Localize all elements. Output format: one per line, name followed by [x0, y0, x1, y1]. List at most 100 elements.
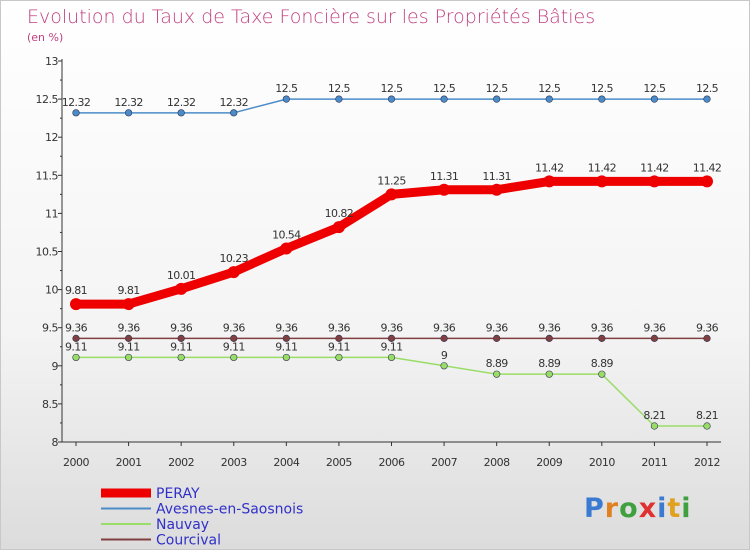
data-point [387, 334, 396, 342]
x-tick-label: 2000 [63, 456, 89, 469]
x-tick-label: 2010 [589, 456, 615, 469]
data-label: 11.42 [535, 161, 564, 174]
data-point [387, 95, 396, 103]
data-label: 8.21 [696, 409, 718, 422]
y-tick-label: 12.5 [36, 93, 59, 106]
data-label: 12.5 [538, 82, 561, 95]
logo-letter: i [681, 493, 691, 524]
x-tick-label: 2002 [168, 456, 194, 469]
data-point [230, 334, 238, 342]
x-tick-label: 2004 [273, 456, 299, 469]
data-point [230, 353, 238, 362]
y-tick-label: 10.5 [36, 246, 59, 259]
x-tick-label: 2008 [484, 456, 510, 469]
data-point [598, 334, 606, 342]
data-point [438, 183, 451, 196]
data-point [440, 362, 448, 370]
data-point [650, 95, 659, 103]
data-point [72, 334, 80, 342]
data-point [122, 298, 135, 311]
data-label: 9.36 [65, 321, 88, 334]
data-label: 9.11 [275, 340, 297, 353]
data-point [175, 282, 188, 295]
data-label: 9.36 [538, 321, 561, 334]
data-label: 9.11 [65, 340, 87, 353]
data-label: 11.31 [482, 170, 511, 183]
data-label: 12.5 [486, 82, 509, 95]
data-label: 12.32 [114, 96, 143, 109]
data-label: 11.31 [430, 170, 459, 183]
data-label: 9.81 [118, 284, 140, 297]
data-label: 12.5 [591, 82, 614, 95]
data-point [598, 95, 606, 103]
y-tick-label: 13 [45, 55, 58, 68]
x-tick-label: 2009 [536, 456, 562, 469]
data-label: 9 [441, 349, 448, 362]
data-point [493, 370, 501, 378]
data-label: 9.11 [328, 340, 350, 353]
data-point [440, 95, 448, 103]
data-label: 11.42 [693, 161, 722, 174]
logo-letter: x [639, 493, 657, 524]
x-tick-label: 2003 [221, 456, 247, 469]
data-point [335, 353, 343, 362]
x-tick-label: 2011 [641, 456, 667, 469]
logo-letter: o [619, 493, 639, 524]
data-point [490, 183, 503, 196]
data-point [648, 175, 661, 188]
data-label: 10.54 [272, 228, 301, 241]
data-point [385, 188, 398, 201]
data-label: 8.89 [486, 357, 509, 370]
y-tick-label: 8 [52, 436, 59, 449]
data-point [72, 353, 80, 362]
axes [61, 59, 721, 443]
data-point [493, 95, 501, 103]
y-tick-label: 9 [52, 360, 59, 373]
legend-label: Courcival [156, 533, 221, 549]
x-tick-label: 2006 [379, 456, 405, 469]
data-point [124, 353, 133, 362]
y-tick-label: 11.5 [36, 169, 59, 182]
y-tick-label: 8.5 [42, 398, 58, 411]
data-point [282, 95, 290, 103]
data-point [230, 109, 238, 117]
y-axis-unit: (en %) [27, 31, 63, 44]
y-tick-label: 12 [45, 131, 58, 144]
data-label: 9.36 [696, 321, 719, 334]
legend-label: Nauvay [156, 517, 209, 533]
logo-text: Proxiti [584, 493, 692, 524]
data-label: 12.32 [220, 96, 249, 109]
y-ticks: 8 8.5 9 9.5 10 10.5 11 11.5 12 12.5 13 [36, 55, 62, 449]
data-label: 9.36 [380, 321, 403, 334]
y-tick-label: 9.5 [42, 322, 58, 335]
data-point [545, 95, 553, 103]
x-tick-label: 2007 [431, 456, 457, 469]
data-point [595, 175, 608, 188]
data-label: 9.11 [118, 340, 140, 353]
data-point [282, 353, 290, 362]
data-point [280, 242, 293, 255]
data-point [227, 266, 240, 279]
data-point [177, 353, 185, 362]
data-point [598, 370, 606, 378]
data-label: 11.42 [640, 161, 669, 174]
data-point [72, 109, 80, 117]
data-point [703, 95, 711, 103]
data-label: 12.5 [380, 82, 403, 95]
data-label: 10.01 [167, 269, 196, 282]
data-label: 9.36 [433, 321, 456, 334]
data-label: 12.5 [696, 82, 719, 95]
chart-title: Evolution du Taux de Taxe Foncière sur l… [27, 6, 595, 28]
data-label: 12.5 [328, 82, 351, 95]
data-label: 8.89 [591, 357, 614, 370]
data-point [124, 334, 133, 342]
data-point [703, 422, 711, 430]
data-label: 9.11 [170, 340, 192, 353]
y-tick-label: 11 [45, 207, 58, 220]
data-label: 9.36 [223, 321, 246, 334]
data-point [177, 109, 185, 117]
data-point [650, 422, 659, 430]
data-point [124, 109, 133, 117]
